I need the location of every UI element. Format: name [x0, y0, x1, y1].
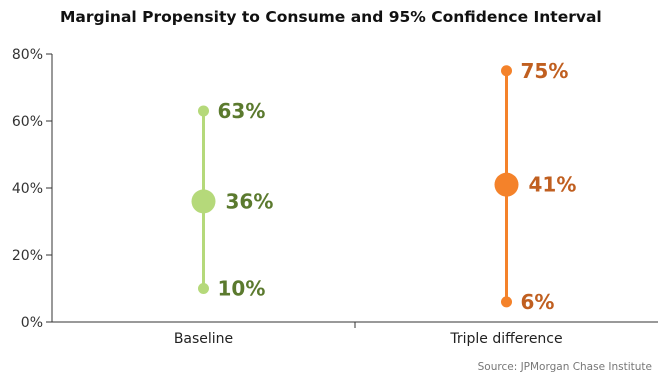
estimate-point	[494, 172, 519, 197]
upper-bound-point	[501, 65, 512, 77]
upper-bound-label: 63%	[218, 99, 266, 123]
lower-bound-point	[501, 296, 512, 308]
upper-bound-label: 75%	[521, 59, 569, 83]
estimate-label: 36%	[226, 189, 274, 213]
y-tick-label: 20%	[12, 248, 43, 264]
estimate-point	[191, 189, 216, 214]
source-note: Source: JPMorgan Chase Institute	[477, 361, 652, 373]
estimate-label: 41%	[529, 173, 577, 197]
lower-bound-label: 10%	[218, 277, 266, 301]
x-category-label: Baseline	[174, 331, 233, 347]
y-tick-label: 60%	[12, 114, 43, 130]
lower-bound-point	[198, 283, 209, 294]
lower-bound-label: 6%	[521, 290, 555, 314]
y-tick-label: 80%	[12, 47, 43, 63]
x-category-label: Triple difference	[449, 331, 562, 347]
y-tick-label: 40%	[12, 181, 43, 197]
chart-title: Marginal Propensity to Consume and 95% C…	[60, 8, 602, 26]
y-tick-label: 0%	[21, 315, 43, 331]
upper-bound-point	[198, 105, 209, 117]
